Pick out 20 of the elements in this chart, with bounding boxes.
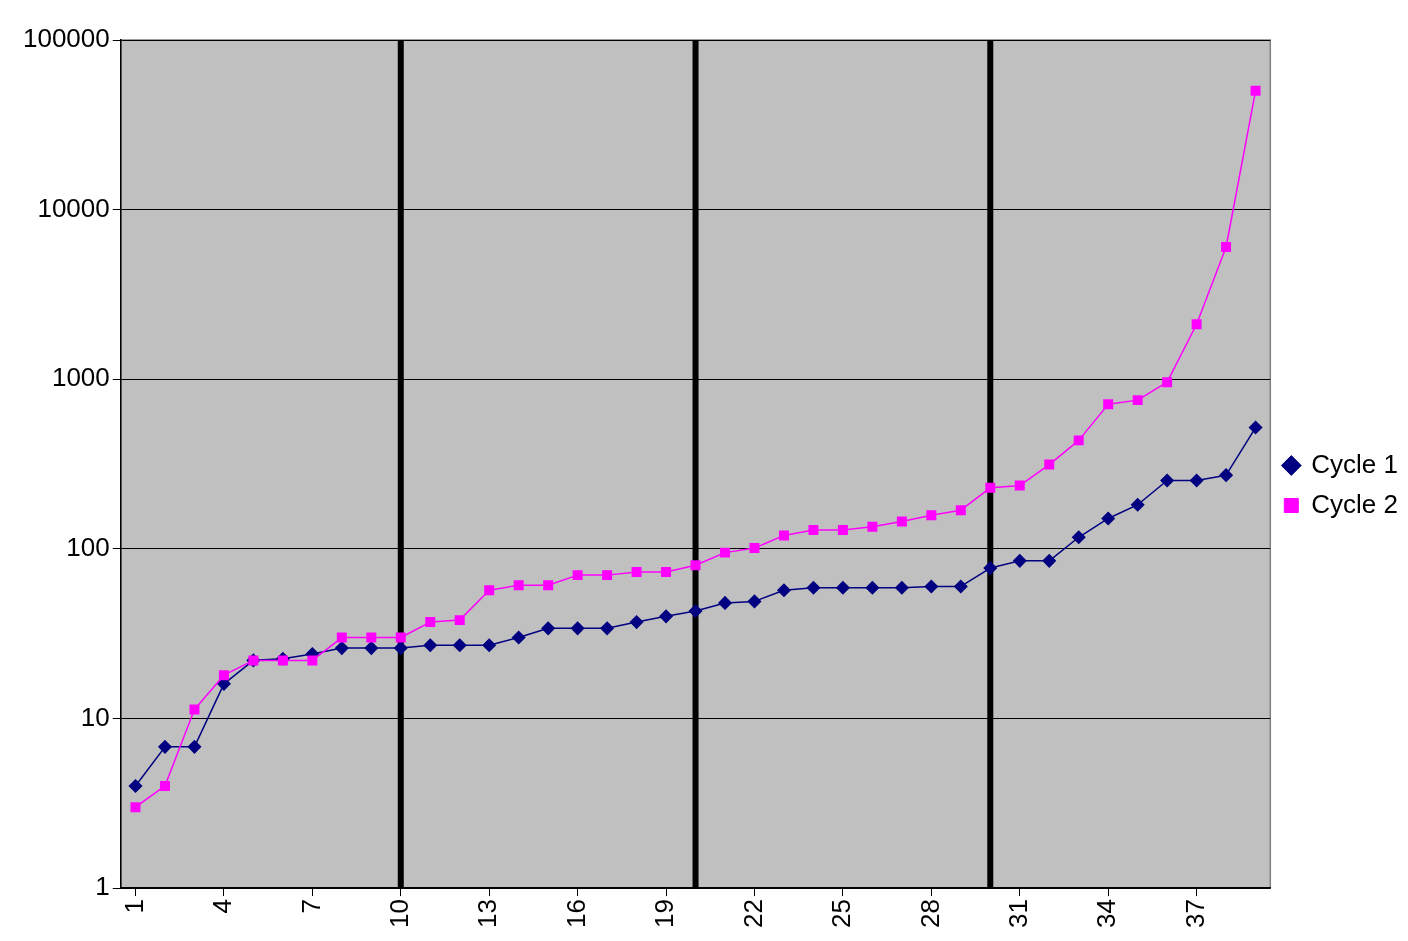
- x-tick-label: 10: [383, 899, 414, 928]
- x-tick-label: 22: [737, 899, 768, 928]
- x-tick-label: 37: [1179, 899, 1210, 928]
- y-tick-label: 10: [80, 701, 110, 732]
- y-tick-label: 100: [66, 532, 110, 563]
- x-tick-label: 13: [472, 899, 503, 928]
- y-tick-label: 10000: [37, 192, 110, 223]
- x-tick-label: 19: [649, 899, 680, 928]
- x-tick-label: 7: [295, 899, 326, 914]
- x-tick-label: 4: [207, 899, 238, 914]
- x-tick-label: 1: [118, 899, 149, 914]
- x-tick-label: 16: [560, 899, 591, 928]
- x-tick-label: 25: [826, 899, 857, 928]
- legend-label: Cycle 2: [1311, 488, 1399, 519]
- y-tick-label: 100000: [22, 23, 110, 54]
- x-tick-label: 28: [914, 899, 945, 928]
- x-tick-label: 34: [1091, 899, 1122, 928]
- legend-label: Cycle 1: [1311, 448, 1399, 479]
- y-tick-label: 1000: [51, 362, 110, 393]
- x-tick-label: 31: [1002, 899, 1033, 928]
